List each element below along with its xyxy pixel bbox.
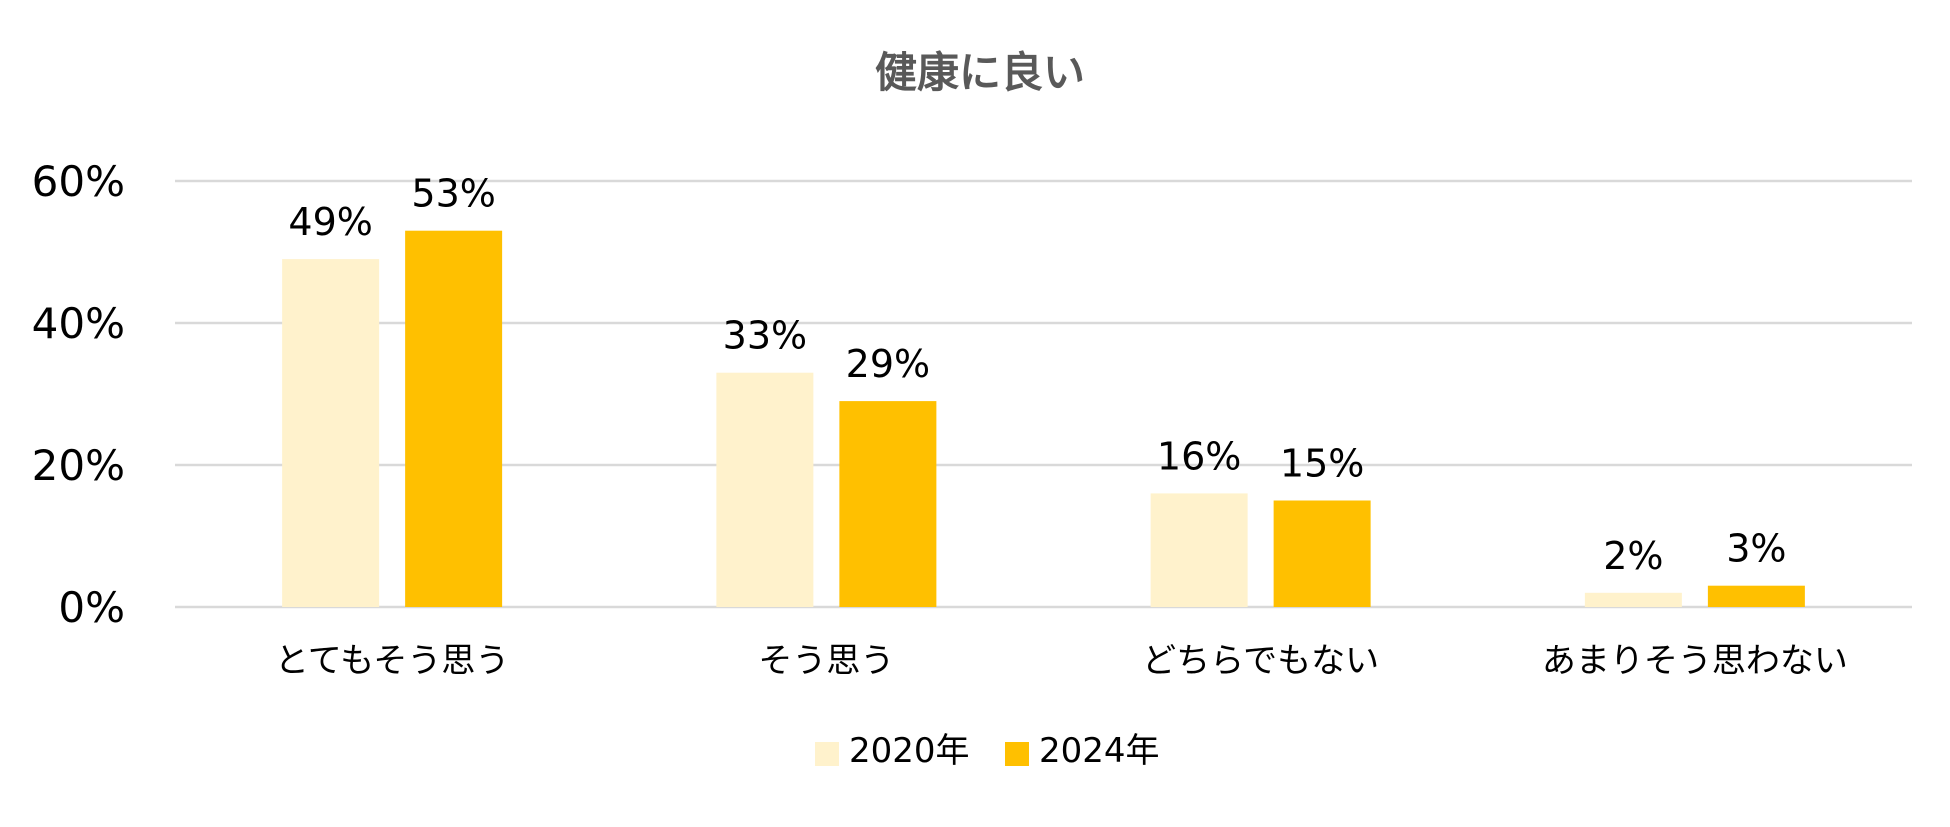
y-axis-ticks: 0% 20% 40% 60% [32,157,125,632]
bar [716,372,814,607]
data-label: 15% [1280,442,1364,486]
x-axis-categories: とてもそう思う そう思う どちらでもない あまりそう思わない [275,641,1848,681]
y-tick-label: 60% [32,157,125,206]
x-tick-label: どちらでもない [1142,641,1379,681]
data-label: 2% [1603,534,1663,578]
chart-title: 健康に良い [875,48,1085,97]
data-label: 33% [723,314,807,358]
data-label: 49% [288,200,372,244]
x-tick-label: とてもそう思う [275,641,510,681]
y-tick-label: 0% [58,583,125,632]
bars [282,230,1805,607]
legend-label: 2020年 [849,731,970,771]
y-tick-label: 20% [32,441,125,490]
bar [839,401,937,607]
bar [1150,493,1248,607]
bar [1584,592,1682,607]
data-label: 16% [1157,434,1241,478]
x-tick-label: そう思う [758,641,894,681]
data-label: 3% [1726,527,1786,571]
y-tick-label: 40% [32,299,125,348]
legend-label: 2024年 [1039,731,1160,771]
data-label: 53% [411,172,495,216]
x-tick-label: あまりそう思わない [1542,641,1848,681]
bar [405,230,503,607]
data-labels: 49% 53% 33% 29% 16% 15% 2% 3% [288,172,1786,578]
legend-swatch [815,742,839,766]
bar [1273,500,1371,607]
bar [1707,585,1805,607]
bar [282,259,380,607]
data-label: 29% [846,342,930,386]
legend: 2020年 2024年 [815,731,1160,771]
legend-swatch [1005,742,1029,766]
